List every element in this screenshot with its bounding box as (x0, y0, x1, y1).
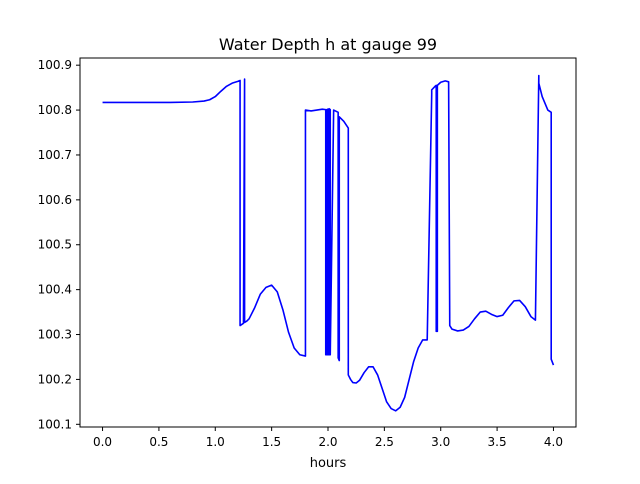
chart-title: Water Depth h at gauge 99 (219, 35, 437, 54)
x-tick-label: 0.5 (149, 435, 168, 449)
y-tick-label: 100.8 (38, 103, 72, 117)
x-tick-label: 1.5 (262, 435, 281, 449)
y-tick-label: 100.1 (38, 417, 72, 431)
series-line (102, 74, 555, 412)
x-tick-label: 3.5 (488, 435, 507, 449)
x-tick-label: 1.0 (206, 435, 225, 449)
x-tick-label: 0.0 (93, 435, 112, 449)
y-tick-label: 100.2 (38, 372, 72, 386)
y-tick-label: 100.5 (38, 238, 72, 252)
y-tick-label: 100.3 (38, 328, 72, 342)
y-tick-label: 100.9 (38, 58, 72, 72)
x-tick-label: 4.0 (544, 435, 563, 449)
x-tick-label: 3.0 (431, 435, 450, 449)
y-tick-label: 100.4 (38, 283, 72, 297)
y-tick-label: 100.7 (38, 148, 72, 162)
x-tick-label: 2.5 (375, 435, 394, 449)
plot-area: 0.0 0.5 1.0 1.5 2.0 2.5 3.0 3.5 4.0 100.1 100.2 100… (38, 58, 563, 449)
y-tick-label: 100.6 (38, 193, 72, 207)
x-axis-label: hours (310, 456, 347, 471)
x-tick-label: 2.0 (318, 435, 337, 449)
axes-frame (79, 57, 577, 428)
